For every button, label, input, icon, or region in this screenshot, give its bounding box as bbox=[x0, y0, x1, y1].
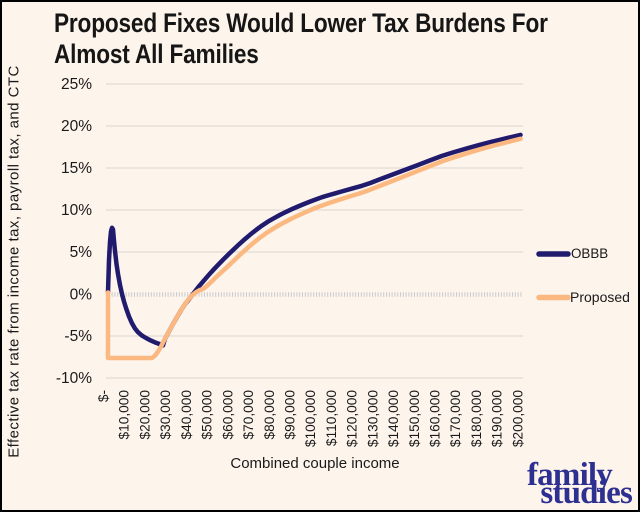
svg-text:$30,000: $30,000 bbox=[158, 390, 173, 440]
svg-text:$20,000: $20,000 bbox=[137, 390, 152, 440]
svg-text:$10,000: $10,000 bbox=[117, 390, 132, 440]
svg-text:$-: $- bbox=[96, 390, 111, 402]
svg-text:$160,000: $160,000 bbox=[428, 390, 443, 447]
svg-text:$90,000: $90,000 bbox=[283, 390, 298, 440]
svg-text:$140,000: $140,000 bbox=[386, 390, 401, 447]
svg-text:25%: 25% bbox=[61, 76, 92, 93]
svg-text:20%: 20% bbox=[61, 118, 92, 135]
svg-text:$80,000: $80,000 bbox=[262, 390, 277, 440]
svg-text:$150,000: $150,000 bbox=[407, 390, 422, 447]
svg-text:$190,000: $190,000 bbox=[490, 390, 505, 447]
svg-text:$50,000: $50,000 bbox=[200, 390, 215, 440]
svg-text:-10%: -10% bbox=[56, 370, 92, 387]
svg-text:10%: 10% bbox=[61, 202, 92, 219]
svg-text:$120,000: $120,000 bbox=[345, 390, 360, 447]
svg-text:15%: 15% bbox=[61, 160, 92, 177]
svg-text:$130,000: $130,000 bbox=[365, 390, 380, 447]
svg-text:$100,000: $100,000 bbox=[303, 390, 318, 447]
svg-text:$110,000: $110,000 bbox=[324, 390, 339, 446]
svg-text:5%: 5% bbox=[70, 244, 93, 261]
svg-text:-5%: -5% bbox=[64, 328, 92, 345]
svg-text:$40,000: $40,000 bbox=[179, 390, 194, 440]
svg-text:$200,000: $200,000 bbox=[510, 390, 525, 447]
svg-text:$180,000: $180,000 bbox=[469, 390, 484, 447]
svg-text:$60,000: $60,000 bbox=[220, 390, 235, 440]
svg-text:$170,000: $170,000 bbox=[448, 390, 463, 447]
svg-text:0%: 0% bbox=[70, 287, 93, 304]
svg-text:$70,000: $70,000 bbox=[241, 390, 256, 440]
